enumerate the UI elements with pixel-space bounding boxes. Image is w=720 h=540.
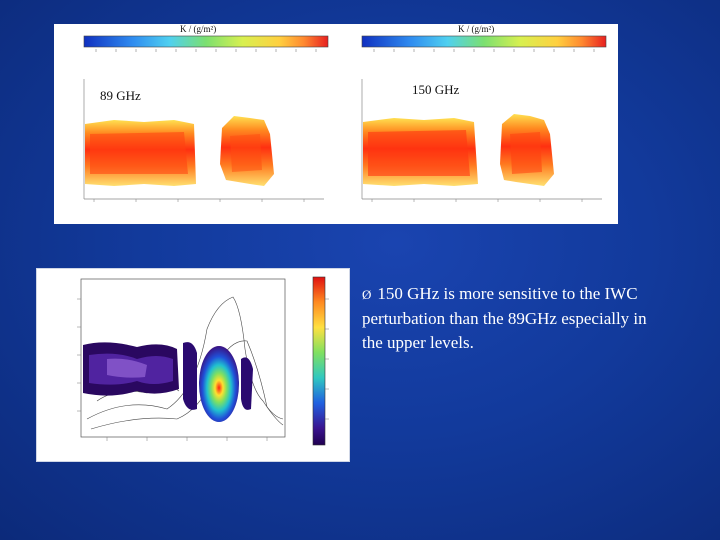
bullet-marker: Ø xyxy=(362,287,372,302)
iwc-plot-frame xyxy=(80,278,286,438)
right-plot-frame xyxy=(361,79,602,200)
left-plot-field xyxy=(85,116,274,186)
right-plot-field xyxy=(363,114,554,186)
iwc-axis-ticks xyxy=(77,298,329,441)
sensitivity-plots xyxy=(83,35,607,202)
right-colorbar xyxy=(361,35,607,48)
label-150ghz: 150 GHz xyxy=(412,82,460,97)
iwc-figure-panel xyxy=(36,268,350,462)
right-colorbar-unit: K / (g/m²) xyxy=(458,24,495,34)
sensitivity-figure-panel: K / (g/m²) K / (g/m²) xyxy=(54,24,618,224)
iwc-field xyxy=(83,342,253,422)
left-plot-frame xyxy=(83,79,324,200)
iwc-plot xyxy=(77,276,329,446)
bullet-text-block: Ø 150 GHz is more sensitive to the IWC pe… xyxy=(362,282,662,355)
left-colorbar-unit: K / (g/m²) xyxy=(180,24,217,34)
left-colorbar xyxy=(83,35,329,48)
bullet-text: 150 GHz is more sensitive to the IWC per… xyxy=(362,284,647,352)
axis-ticks xyxy=(93,199,583,202)
label-89ghz: 89 GHz xyxy=(100,88,141,103)
iwc-colorbar xyxy=(312,276,326,446)
colorbar-ticks xyxy=(95,49,595,52)
